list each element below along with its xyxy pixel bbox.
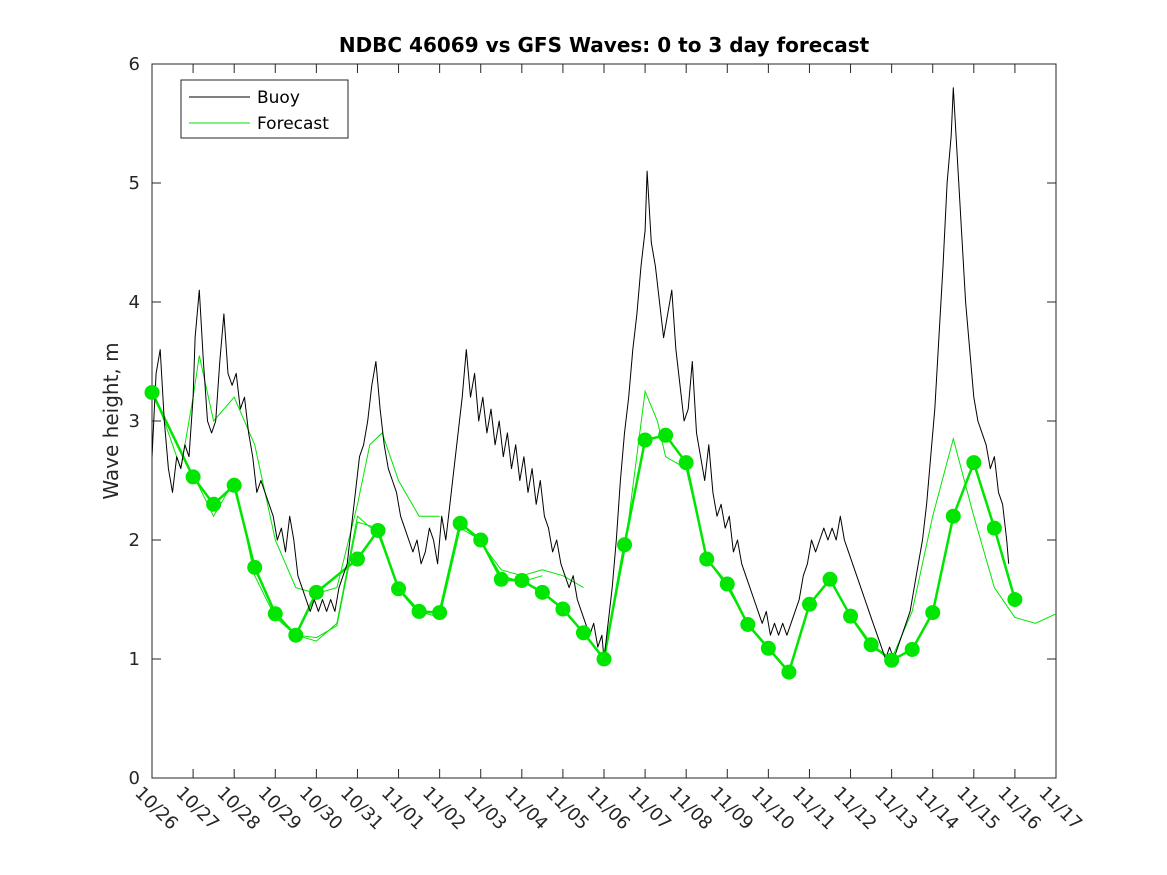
forecast-point [719, 576, 735, 592]
forecast-point [308, 584, 324, 600]
legend-buoy-label: Buoy [257, 88, 300, 108]
y-axis-label: Wave height, m [99, 342, 123, 499]
legend-box [180, 79, 349, 139]
forecast-point [740, 616, 756, 632]
x-tick-label: 11/13 [870, 783, 922, 835]
y-tick-label: 6 [129, 54, 140, 75]
forecast-point [884, 652, 900, 668]
x-tick-label: 10/31 [336, 783, 388, 835]
x-tick-label: 11/01 [377, 783, 429, 835]
forecast-point [514, 572, 530, 588]
x-tick-label: 11/11 [788, 783, 840, 835]
legend-forecast-label: Forecast [257, 114, 329, 134]
y-tick-label: 2 [129, 530, 140, 551]
forecast-point [966, 455, 982, 471]
buoy-line [152, 87, 1010, 660]
forecast-point [144, 384, 160, 400]
forecast-point [288, 627, 304, 643]
forecast-point [267, 606, 283, 622]
x-tick-label: 11/17 [1034, 783, 1086, 835]
x-tick-label: 11/05 [541, 783, 593, 835]
y-tick-label: 5 [129, 173, 140, 194]
forecast-point [617, 537, 633, 553]
forecast-point [452, 515, 468, 531]
forecast-run-line [152, 355, 440, 595]
forecast-point [432, 605, 448, 621]
forecast-point [843, 608, 859, 624]
forecast-point [863, 637, 879, 653]
forecast-point [247, 559, 263, 575]
y-tick-label: 1 [129, 649, 140, 670]
forecast-point [822, 571, 838, 587]
forecast-point [760, 640, 776, 656]
chart-title: NDBC 46069 vs GFS Waves: 0 to 3 day fore… [339, 33, 870, 57]
forecast-point [925, 605, 941, 621]
x-tick-label: 10/27 [172, 783, 224, 835]
y-tick-label: 3 [129, 411, 140, 432]
legend: Buoy Forecast [180, 79, 349, 139]
x-tick-label: 11/07 [624, 783, 676, 835]
forecast-run-line [233, 480, 584, 639]
x-tick-label: 11/12 [829, 783, 881, 835]
x-tick-label: 11/14 [911, 783, 963, 835]
x-tick-label: 11/08 [665, 783, 717, 835]
forecast-point [226, 477, 242, 493]
forecast-point [699, 551, 715, 567]
x-tick-label: 11/15 [952, 783, 1004, 835]
forecast-point [678, 455, 694, 471]
x-tick-label: 11/16 [993, 783, 1045, 835]
forecast-point [986, 520, 1002, 536]
forecast-point [391, 581, 407, 597]
forecast-point [411, 603, 427, 619]
forecast-point [904, 641, 920, 657]
x-tick-label: 10/26 [130, 783, 182, 835]
forecast-point [493, 571, 509, 587]
forecast-point [945, 508, 961, 524]
forecast-point [206, 496, 222, 512]
forecast-run-line [891, 436, 1056, 660]
x-tick-label: 11/06 [582, 783, 634, 835]
plot-area: 012345610/2610/2710/2810/2910/3010/3111/… [129, 54, 1086, 834]
forecast-point [349, 551, 365, 567]
forecast-point [555, 601, 571, 617]
x-tick-label: 10/29 [254, 783, 306, 835]
x-tick-label: 11/09 [706, 783, 758, 835]
forecast-point [781, 664, 797, 680]
plot-frame [151, 63, 1057, 779]
x-tick-label: 10/28 [213, 783, 265, 835]
forecast-point [473, 532, 489, 548]
forecast-point [596, 651, 612, 667]
x-tick-label: 11/03 [459, 783, 511, 835]
x-tick-label: 11/04 [500, 783, 552, 835]
forecast-point [575, 625, 591, 641]
forecast-point [658, 427, 674, 443]
x-tick-label: 11/02 [418, 783, 470, 835]
y-tick-label: 4 [129, 292, 140, 313]
y-tick-label: 0 [129, 768, 140, 789]
forecast-point [370, 522, 386, 538]
forecast-point [185, 469, 201, 485]
forecast-point [637, 432, 653, 448]
forecast-point [1007, 592, 1023, 607]
x-tick-label: 11/10 [747, 783, 799, 835]
forecast-point [534, 584, 550, 600]
forecast-point [801, 596, 817, 612]
x-tick-label: 10/30 [295, 783, 347, 835]
